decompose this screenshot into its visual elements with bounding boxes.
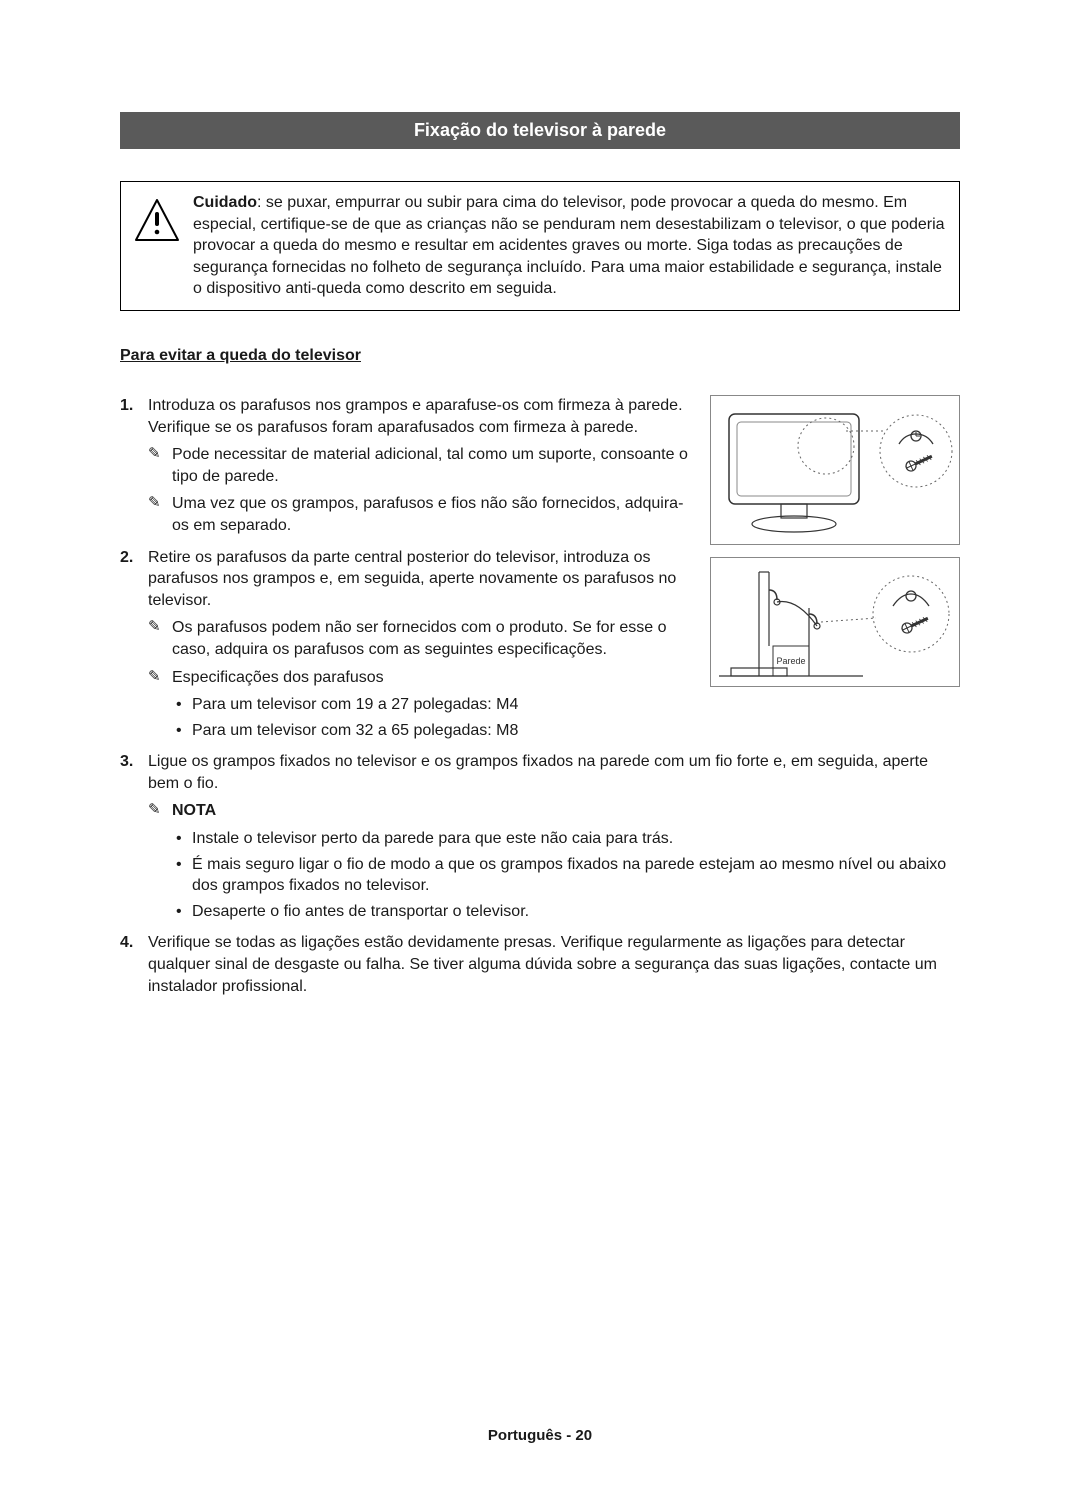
step-1-note-2: Uma vez que os grampos, parafusos e fios… xyxy=(148,493,690,536)
section-title-bar: Fixação do televisor à parede xyxy=(120,112,960,149)
step-2: Retire os parafusos da parte central pos… xyxy=(120,547,690,742)
step-2-bullet-2: Para um televisor com 32 a 65 polegadas:… xyxy=(172,720,690,742)
step-3-bullet-3: Desaperte o fio antes de transportar o t… xyxy=(172,901,960,923)
step-3: Ligue os grampos fixados no televisor e … xyxy=(120,751,960,922)
warning-text: Cuidado: se puxar, empurrar ou subir par… xyxy=(193,192,945,300)
warning-icon xyxy=(121,192,193,300)
step-2-bullet-1: Para um televisor com 19 a 27 polegadas:… xyxy=(172,694,690,716)
nota-label: NOTA xyxy=(172,802,216,819)
figure-wall-label: Parede xyxy=(776,656,805,666)
steps-list-continued: Ligue os grampos fixados no televisor e … xyxy=(120,751,960,997)
step-1: Introduza os parafusos nos grampos e apa… xyxy=(120,395,690,537)
step-3-nota: NOTA xyxy=(148,800,960,822)
step-3-bullet-1: Instale o televisor perto da parede para… xyxy=(172,828,960,850)
warning-body: : se puxar, empurrar ou subir para cima … xyxy=(193,194,945,297)
warning-box: Cuidado: se puxar, empurrar ou subir par… xyxy=(120,181,960,311)
subheader: Para evitar a queda do televisor xyxy=(120,347,960,365)
figures-column: Parede xyxy=(710,395,960,751)
figure-wall-mount: Parede xyxy=(710,557,960,687)
step-2-text: Retire os parafusos da parte central pos… xyxy=(148,549,676,609)
steps-list: Introduza os parafusos nos grampos e apa… xyxy=(120,395,690,741)
step-1-text: Introduza os parafusos nos grampos e apa… xyxy=(148,397,683,436)
step-4-text: Verifique se todas as ligações estão dev… xyxy=(148,934,937,994)
figure-tv-back xyxy=(710,395,960,545)
step-3-text: Ligue os grampos fixados no televisor e … xyxy=(148,753,928,792)
step-1-note-1: Pode necessitar de material adicional, t… xyxy=(148,444,690,487)
step-4: Verifique se todas as ligações estão dev… xyxy=(120,932,960,997)
page-footer: Português - 20 xyxy=(0,1427,1080,1444)
step-2-note-1: Os parafusos podem não ser fornecidos co… xyxy=(148,617,690,660)
warning-bold: Cuidado xyxy=(193,194,257,211)
step-3-bullet-2: É mais seguro ligar o fio de modo a que … xyxy=(172,854,960,897)
step-2-note-2: Especificações dos parafusos xyxy=(148,667,690,689)
